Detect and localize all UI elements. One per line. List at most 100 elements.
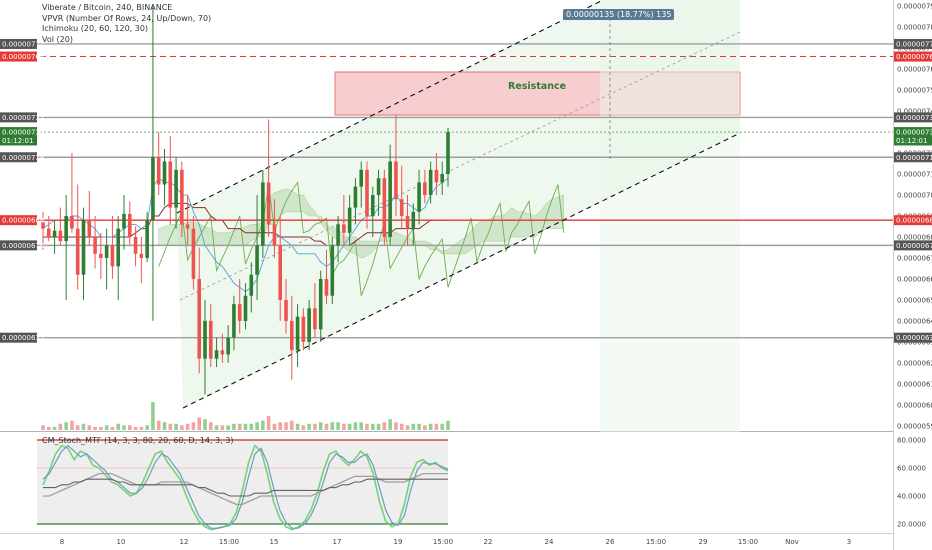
candle-body-45 [301, 316, 306, 342]
candle-body-67 [428, 169, 433, 196]
candle-body-15 [127, 213, 132, 237]
volume-bar-70 [446, 420, 450, 430]
candle-body-18 [145, 220, 149, 258]
channel-median-line [179, 31, 741, 301]
volume-bar-51 [336, 422, 340, 430]
candle-body-62 [399, 199, 404, 216]
volume-bar-46 [307, 423, 311, 430]
candle-body-35 [243, 295, 248, 321]
volume-bar-12 [110, 426, 115, 430]
volume-bar-0 [41, 425, 45, 430]
volume-bar-66 [423, 425, 427, 430]
candle-body-3 [58, 230, 63, 242]
volume-bar-42 [284, 422, 288, 430]
volume-bar-29 [208, 422, 213, 430]
volume-bar-15 [127, 425, 132, 430]
candle-body-43 [289, 320, 294, 351]
volume-bar-31 [220, 425, 225, 430]
volume-bar-61 [394, 422, 398, 430]
volume-bar-59 [382, 422, 387, 430]
y-tick-4: 0.00000750 [897, 87, 932, 95]
candle-body-8 [87, 220, 92, 237]
x-tick-7: 15:00 [433, 538, 453, 546]
candle-body-61 [394, 161, 398, 200]
candle-body-68 [434, 169, 439, 183]
stoch-y-tick-0: 80.0000 [897, 437, 926, 445]
y-tick-9: 0.00000700 [897, 192, 932, 200]
resistance-label: Resistance [508, 81, 567, 92]
x-tick-10: 26 [606, 538, 615, 546]
volume-bar-21 [162, 422, 167, 430]
volume-bar-53 [347, 423, 352, 430]
volume-bar-27 [197, 417, 202, 430]
indicator-vpvr[interactable]: VPVR (Number Of Rows, 24, Up/Down, 70) [42, 13, 212, 23]
candle-body-10 [99, 253, 103, 258]
volume-bar-3 [58, 423, 63, 430]
volume-bar-23 [174, 423, 178, 430]
y-tick-14: 0.00000650 [897, 296, 932, 304]
volume-bar-16 [133, 426, 138, 430]
indicator-ichimoku[interactable]: Ichimoku (20, 60, 120, 30) [42, 24, 149, 33]
left-label-2: 0.00000737 [2, 114, 44, 122]
volume-bar-10 [99, 426, 103, 430]
candle-body-46 [307, 308, 311, 342]
volume-bar-5 [70, 420, 74, 430]
volume-bar-18 [145, 425, 149, 430]
candle-body-41 [278, 245, 283, 300]
candle-body-59 [382, 178, 387, 237]
candle-body-47 [313, 308, 317, 330]
left-label-bg-4 [0, 135, 37, 146]
volume-bar-20 [156, 420, 161, 430]
x-tick-9: 24 [545, 538, 554, 546]
volume-bar-7 [81, 423, 86, 430]
candle-body-13 [116, 228, 121, 267]
x-tick-6: 19 [394, 538, 403, 546]
volume-bar-24 [180, 425, 184, 430]
volume-bar-17 [139, 426, 144, 430]
volume-bar-60 [388, 419, 392, 430]
candle-body-63 [405, 216, 410, 229]
candle-body-2 [52, 230, 57, 237]
left-label-bg-7 [0, 240, 37, 251]
volume-bar-49 [324, 423, 329, 430]
x-tick-1: 10 [117, 538, 126, 546]
price-label-bg-3 [894, 127, 932, 138]
x-tick-14: Nov [785, 538, 799, 546]
candle-body-60 [388, 161, 392, 237]
candle-body-52 [342, 224, 346, 233]
ichimoku-lagging-span [158, 181, 565, 296]
volume-bar-19 [151, 402, 155, 430]
candle-body-23 [174, 169, 178, 208]
volume-bar-56 [365, 423, 369, 430]
candle-body-27 [197, 278, 202, 359]
y-tick-19: 0.00000600 [897, 401, 932, 409]
stoch-series-3 [43, 478, 448, 497]
candle-body-66 [423, 182, 427, 196]
measure-label: 0.00000135 (18.77%) 135 [563, 9, 675, 20]
candle-body-14 [122, 213, 126, 229]
left-label-0: 0.00000772 [2, 40, 44, 48]
stoch-legend[interactable]: CM_Stoch_MTF (14, 3, 3, 80, 20, 60, D, 1… [42, 436, 234, 445]
volume-bar-69 [440, 423, 445, 430]
volume-bar-40 [272, 423, 277, 430]
x-tick-11: 15:00 [646, 538, 666, 546]
indicator-vol[interactable]: Vol (20) [42, 34, 73, 44]
y-tick-15: 0.00000640 [897, 317, 932, 325]
candle-body-53 [347, 207, 352, 233]
candle-body-22 [168, 161, 173, 208]
y-tick-17: 0.00000620 [897, 359, 932, 367]
candle-body-49 [324, 278, 329, 296]
volume-bar-54 [353, 422, 358, 430]
left-label-bg-2 [0, 112, 37, 123]
candle-body-50 [330, 245, 335, 296]
candle-body-28 [203, 320, 207, 359]
volume-bar-33 [232, 423, 236, 430]
volume-bar-6 [75, 425, 80, 430]
candle-body-32 [226, 337, 230, 355]
x-tick-3: 15:00 [219, 538, 239, 546]
volume-bar-1 [46, 426, 51, 430]
